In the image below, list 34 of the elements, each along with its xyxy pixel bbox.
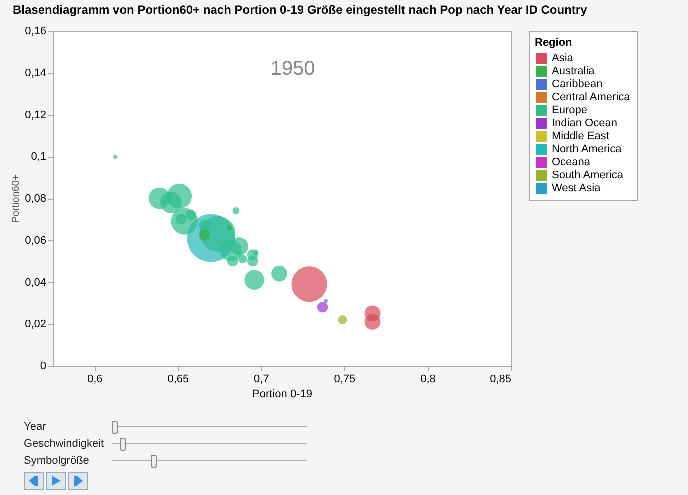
legend-label: Central America (552, 92, 632, 104)
text: Year (24, 420, 48, 432)
text: Geschwindigkeit (24, 438, 106, 450)
text: Symbolgröße (24, 454, 90, 466)
legend-label: North America (552, 144, 623, 156)
legend-label: Middle East (552, 130, 610, 142)
y-tick-label: 0,16 (25, 26, 46, 38)
x-tick-label: 0,65 (168, 374, 190, 386)
legend-label: Oceana (552, 156, 592, 168)
y-tick-label: 0,08 (25, 193, 46, 205)
legend-label: South America (552, 170, 624, 182)
annotation: 1950 (270, 58, 316, 80)
x-tick-label: 0,85 (490, 374, 512, 386)
x-axis-title: Portion 0-19 (252, 388, 312, 400)
y-tick-label: 0,12 (25, 109, 46, 122)
x-tick-label: 0,6 (87, 374, 103, 386)
y-tick-label: 0,1 (31, 151, 46, 164)
y-tick-label: 0,14 (25, 67, 46, 80)
y-tick-label: 0 (40, 360, 46, 372)
y-axis-title: Portion60+ (11, 174, 22, 224)
legend-label: Asia (552, 52, 574, 64)
chart-title: Blasendiagramm von Portion60+ nach Portion 0-19 Größe eingestellt nach Pop nach Year ID Country (13, 3, 588, 17)
y-tick-label: 0,06 (25, 234, 46, 247)
legend-label: Indian Ocean (552, 118, 618, 130)
x-tick-label: 0,8 (420, 374, 436, 386)
x-tick-label: 0,75 (334, 374, 356, 386)
legend-label: Australia (552, 66, 596, 78)
legend-label: Caribbean (552, 78, 603, 90)
legend-title: Region (535, 37, 573, 49)
legend-label: West Asia (552, 182, 602, 194)
legend-label: Europe (552, 104, 588, 116)
x-tick-label: 0,7 (254, 374, 270, 386)
y-tick-label: 0,04 (25, 276, 46, 289)
y-tick-label: 0,02 (25, 318, 46, 331)
